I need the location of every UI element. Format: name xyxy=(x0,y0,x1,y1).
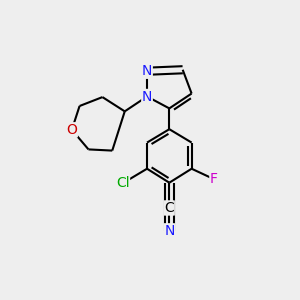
Text: C: C xyxy=(164,201,174,215)
Text: F: F xyxy=(210,172,218,186)
Text: Cl: Cl xyxy=(116,176,130,190)
Text: O: O xyxy=(66,123,77,137)
Text: N: N xyxy=(142,89,152,103)
Text: N: N xyxy=(164,224,175,238)
Text: N: N xyxy=(142,64,152,78)
